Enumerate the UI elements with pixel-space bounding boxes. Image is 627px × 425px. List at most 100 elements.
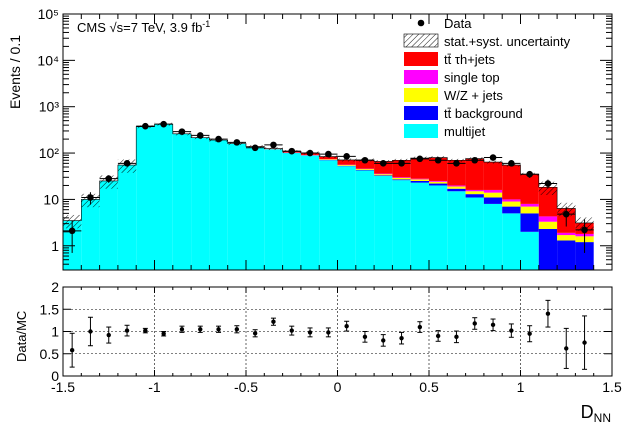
ratio-point	[582, 340, 587, 345]
bar-multijet	[81, 199, 100, 270]
data-point	[288, 147, 296, 155]
bar-multijet	[319, 160, 338, 270]
ratio-point	[271, 319, 276, 324]
ratio-point	[198, 327, 203, 332]
data-point	[123, 160, 131, 167]
ratio-point	[69, 347, 75, 353]
bar-ttbackground	[447, 188, 466, 192]
main-y-axis-label: Events / 0.1	[7, 35, 23, 109]
legend-label: tt̄ background	[444, 106, 523, 121]
main-histogram-panel: 1 10 10² 10³ 10⁴ 10⁵ Events / 0.1 CMS √s=7 Te…	[7, 6, 613, 271]
ratio-y-tick-label: 1	[51, 324, 59, 340]
bar-wzjets	[374, 174, 393, 176]
bar-tthjets	[392, 160, 411, 178]
legend-swatch	[404, 70, 438, 84]
data-point	[105, 175, 113, 182]
bar-ttbackground	[557, 240, 576, 270]
data-point	[270, 141, 277, 149]
bar-multijet	[520, 231, 539, 270]
data-point	[416, 155, 424, 163]
bar-ttbackground	[502, 206, 521, 214]
bar-singletop	[557, 232, 576, 236]
bar-ttbackground	[429, 183, 448, 186]
ratio-y-tick-label: 2	[51, 279, 59, 295]
bar-wzjets	[447, 186, 466, 189]
ratio-point	[417, 324, 423, 330]
bar-multijet	[300, 155, 320, 270]
ratio-point	[344, 323, 349, 329]
bar-multijet	[410, 182, 429, 270]
ratio-y-tick-label: 1.5	[40, 301, 60, 317]
legend: Data stat.+syst. uncertainty tt̄ τh+jets si…	[403, 16, 571, 139]
bar-wzjets	[429, 181, 448, 184]
data-point	[526, 170, 533, 178]
legend-swatch	[404, 88, 438, 102]
bar-multijet	[465, 197, 484, 270]
ratio-y-axis-label: Data/MC	[14, 311, 29, 362]
bar-ttbackground	[374, 175, 393, 176]
bar-tthjets	[465, 158, 484, 190]
bar-multijet	[136, 126, 155, 270]
bar-tthjets	[355, 159, 375, 169]
legend-label: multijet	[444, 124, 486, 139]
bar-multijet	[172, 133, 192, 270]
data-point	[544, 180, 552, 187]
ratio-point	[545, 311, 551, 316]
ratio-point	[564, 346, 569, 351]
data-point	[215, 135, 222, 143]
x-tick-label: -0.5	[234, 379, 258, 395]
uncertainty-band	[337, 158, 356, 162]
ratio-point	[435, 333, 441, 339]
bar-ttbackground	[410, 180, 429, 183]
x-tick-label: -1	[148, 379, 161, 395]
bar-tthjets	[374, 161, 393, 174]
bar-multijet	[483, 203, 503, 270]
bar-multijet	[246, 147, 265, 270]
legend-swatch	[404, 106, 438, 120]
bar-singletop	[410, 178, 429, 180]
bar-tthjets	[520, 174, 539, 204]
data-point	[325, 150, 332, 158]
bar-ttbackground	[575, 242, 594, 270]
ratio-point	[143, 328, 148, 333]
bar-multijet	[99, 180, 118, 270]
data-point	[489, 154, 497, 161]
data-point	[471, 156, 479, 164]
bar-wzjets	[319, 159, 338, 160]
x-tick-label: 0	[334, 379, 342, 395]
bar-multijet	[117, 165, 137, 270]
bar-multijet	[337, 166, 356, 270]
bar-tthjets	[447, 160, 466, 186]
data-point	[68, 227, 76, 235]
data-point	[160, 120, 167, 128]
data-point	[453, 160, 460, 167]
data-point	[508, 160, 515, 167]
y-tick-label: 10⁵	[38, 6, 59, 22]
bar-wzjets	[355, 169, 375, 171]
bar-wzjets	[465, 191, 484, 195]
ratio-point	[106, 332, 111, 338]
x-tick-label: 1	[517, 379, 525, 395]
x-axis-label: DNN	[581, 402, 611, 425]
bar-tthjets	[483, 162, 503, 190]
x-tick-label: -1.5	[51, 379, 75, 395]
data-point	[343, 153, 350, 160]
bar-multijet	[191, 137, 210, 270]
data-point	[196, 132, 204, 139]
bar-singletop	[392, 177, 411, 178]
ratio-point	[326, 330, 331, 335]
bar-multijet	[355, 170, 375, 270]
ratio-point	[216, 327, 221, 332]
bar-singletop	[429, 180, 448, 182]
legend-label: W/Z + jets	[444, 88, 503, 103]
legend-label: Data	[444, 16, 472, 31]
legend-uncertainty-swatch	[403, 33, 439, 48]
ratio-point	[362, 334, 368, 340]
legend-label: tt̄ τh+jets	[444, 52, 496, 67]
bar-tthjets	[410, 158, 429, 179]
ratio-y-tick-label: 0.5	[40, 346, 60, 362]
bar-ttbackground	[392, 179, 411, 181]
bar-wzjets	[502, 201, 521, 207]
bar-wzjets	[520, 206, 539, 214]
data-point	[361, 156, 369, 164]
